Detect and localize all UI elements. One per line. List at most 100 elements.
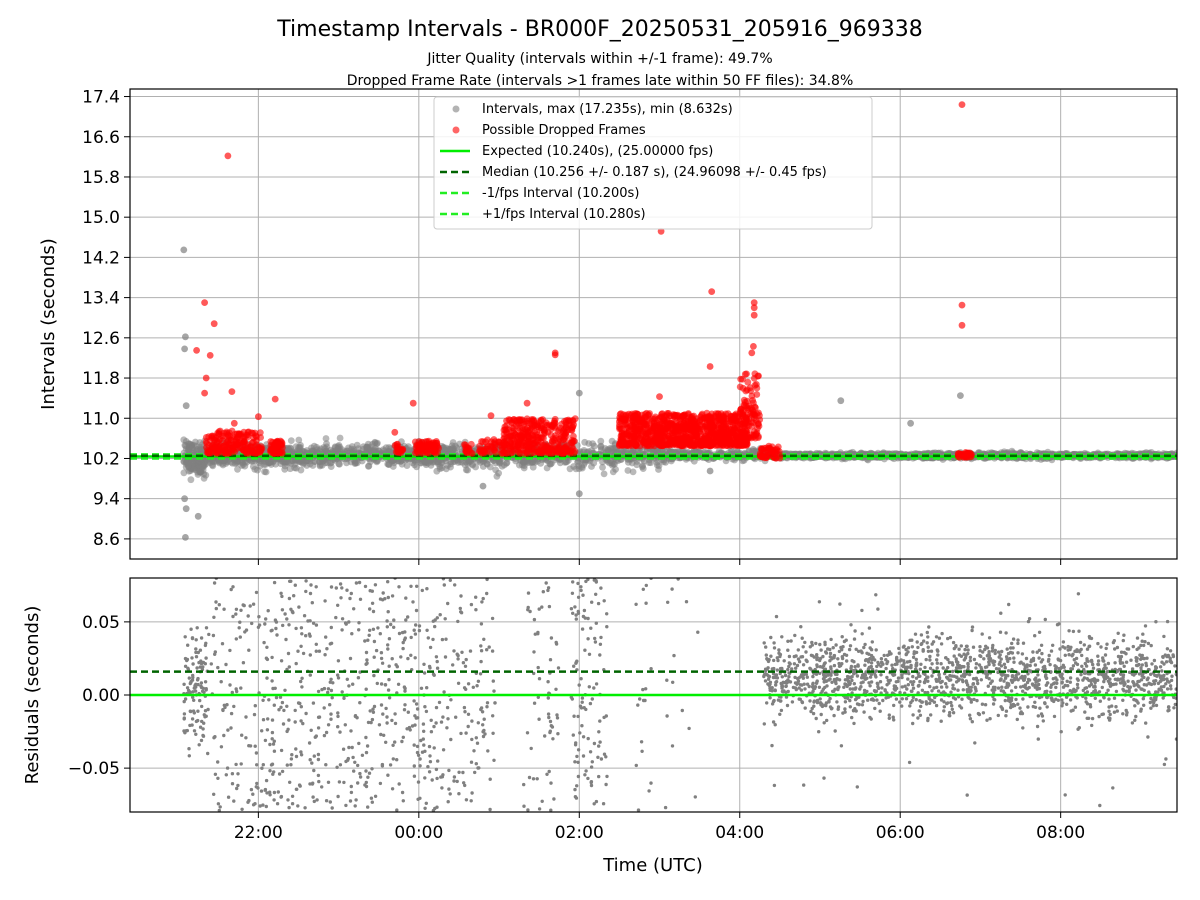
dropped-frame-point — [622, 414, 630, 422]
interval-point — [629, 468, 637, 476]
interval-point — [365, 462, 373, 470]
dropped-frame-point — [566, 417, 574, 425]
interval-point — [261, 468, 268, 476]
dropped-frame-point — [551, 436, 558, 444]
interval-point — [597, 437, 605, 445]
dropped-frame-point — [667, 420, 675, 427]
dropped-frame-point — [670, 412, 678, 420]
interval-point — [182, 333, 189, 341]
dropped-frame-point — [567, 439, 575, 447]
dropped-frame-point — [225, 429, 233, 437]
interval-point — [287, 437, 295, 444]
interval-point — [578, 464, 586, 472]
interval-point — [316, 447, 323, 455]
interval-point — [385, 444, 393, 451]
interval-point — [588, 463, 595, 470]
dropped-frame-point — [703, 409, 711, 417]
interval-point — [343, 459, 350, 467]
dropped-frame-point — [220, 429, 228, 437]
dropped-frame-point — [641, 420, 649, 428]
figure-subtitle-jitter: Jitter Quality (intervals within +/-1 fr… — [426, 51, 772, 67]
dropped-frame-point — [233, 440, 241, 448]
dropped-frame-point — [732, 426, 740, 434]
dropped-frame-point — [422, 441, 430, 449]
dropped-frame-point — [616, 425, 623, 433]
dropped-frame-point — [225, 440, 233, 448]
interval-point — [462, 466, 470, 474]
interval-point — [493, 472, 501, 480]
interval-point — [837, 397, 845, 405]
dropped-frame-point — [722, 431, 730, 439]
interval-point — [285, 459, 292, 466]
interval-point — [585, 440, 593, 447]
dropped-frame-point — [624, 439, 632, 447]
dropped-frame-point — [518, 435, 525, 443]
interval-point — [385, 461, 393, 468]
dropped-frame-point — [650, 436, 658, 444]
interval-point — [308, 447, 316, 455]
interval-point — [187, 476, 195, 484]
dropped-frame-point — [709, 429, 717, 437]
interval-point — [374, 439, 381, 447]
dropped-frame-point — [483, 447, 491, 455]
dropped-frame-point — [521, 429, 529, 436]
dropped-frame-point — [693, 433, 701, 440]
interval-point — [373, 458, 381, 466]
interval-point — [543, 464, 551, 472]
dropped-frame-point — [571, 448, 579, 455]
dropped-frame-point — [563, 432, 570, 440]
dropped-frame-point — [507, 449, 515, 457]
dropped-frame-point — [209, 448, 217, 456]
dropped-frame-point — [673, 436, 681, 444]
dropped-frame-point — [500, 442, 508, 450]
dropped-frame-point — [509, 432, 517, 439]
dropped-frame-point — [509, 443, 517, 450]
interval-point — [612, 466, 619, 473]
dropped-frame-point — [696, 417, 704, 425]
dropped-frame-point — [541, 429, 549, 436]
interval-point — [209, 462, 217, 470]
dropped-frame-point — [646, 431, 653, 438]
dropped-frame-point — [527, 420, 535, 428]
dropped-frame-point — [717, 436, 725, 444]
dropped-frame-point — [214, 429, 222, 437]
dropped-frame-point — [672, 426, 680, 434]
interval-point — [181, 345, 189, 353]
dropped-frame-point — [616, 442, 623, 450]
dropped-frame-point — [270, 450, 278, 457]
intervals-reference-lines — [130, 453, 1177, 460]
interval-point — [957, 392, 964, 399]
interval-point — [606, 459, 613, 467]
dropped-frame-point — [202, 438, 210, 445]
interval-point — [291, 464, 298, 472]
dropped-frame-point — [689, 426, 696, 433]
dropped-frame-point — [276, 448, 283, 456]
dropped-frame-point — [645, 411, 652, 419]
interval-point — [311, 458, 318, 465]
dropped-frame-point — [277, 441, 285, 449]
interval-point — [706, 467, 714, 475]
dropped-frame-point — [434, 443, 441, 450]
interval-point — [468, 460, 476, 468]
dropped-frame-point — [233, 430, 241, 438]
interval-point — [639, 465, 647, 472]
dropped-frame-point — [631, 425, 639, 433]
interval-point — [366, 447, 374, 455]
dropped-frame-point — [562, 448, 570, 456]
interval-point — [453, 444, 460, 452]
interval-point — [194, 512, 202, 520]
dropped-frame-point — [668, 440, 675, 448]
dropped-frame-point — [686, 442, 694, 450]
dropped-frame-point — [534, 431, 541, 439]
interval-point — [599, 464, 606, 471]
interval-point — [194, 446, 202, 454]
intervals-panel: 8.69.410.211.011.812.613.414.215.015.816… — [38, 88, 1178, 565]
interval-point — [202, 471, 210, 479]
dropped-frame-point — [656, 428, 663, 436]
interval-point — [503, 459, 510, 467]
dropped-frame-point — [678, 442, 685, 449]
dropped-frame-point — [629, 413, 637, 421]
dropped-frame-point — [632, 441, 640, 449]
dropped-frame-point — [534, 446, 542, 454]
interval-point — [458, 458, 466, 466]
